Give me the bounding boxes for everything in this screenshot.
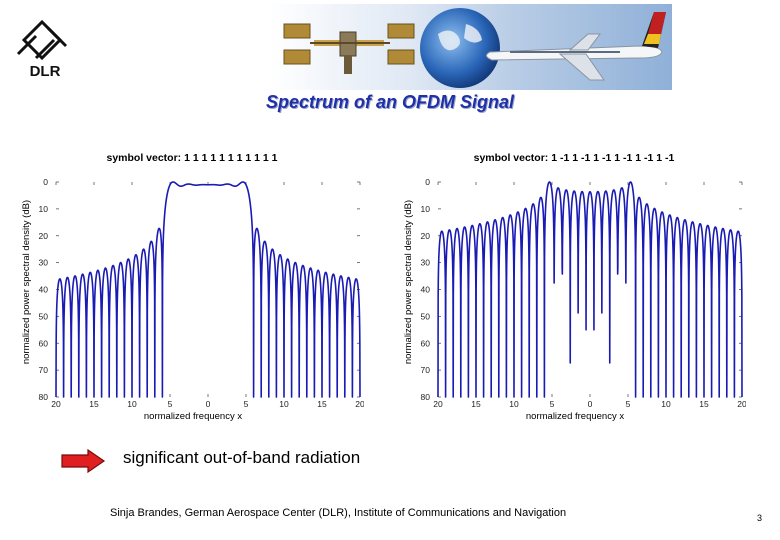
x-tick-label: 10 bbox=[509, 399, 519, 409]
y-tick-label: 50 bbox=[421, 311, 431, 321]
y-tick-label: 80 bbox=[421, 392, 431, 402]
dlr-logo: DLR bbox=[14, 14, 76, 80]
x-tick-label: 20 bbox=[737, 399, 746, 409]
x-tick-label: 10 bbox=[661, 399, 671, 409]
x-tick-label: 15 bbox=[89, 399, 99, 409]
dlr-logo-text: DLR bbox=[30, 63, 61, 80]
footer-text: Sinja Brandes, German Aerospace Center (… bbox=[110, 507, 567, 519]
x-tick-label: 10 bbox=[127, 399, 137, 409]
y-tick-label: 60 bbox=[39, 338, 49, 348]
y-tick-label: 0 bbox=[43, 177, 48, 187]
spectrum-line bbox=[437, 181, 743, 398]
red-arrow-icon bbox=[61, 449, 106, 473]
y-axis-label: normalized power spectral density (dB) bbox=[21, 200, 32, 364]
y-tick-label: 10 bbox=[421, 204, 431, 214]
x-tick-label: 0 bbox=[588, 399, 593, 409]
y-tick-label: 40 bbox=[39, 285, 49, 295]
page-number: 3 bbox=[756, 513, 762, 523]
x-tick-label: 20 bbox=[51, 399, 61, 409]
chart-title: symbol vector: 1 1 1 1 1 1 1 1 1 1 1 bbox=[106, 152, 277, 164]
x-tick-label: 5 bbox=[550, 399, 555, 409]
y-tick-label: 70 bbox=[421, 365, 431, 375]
y-tick-label: 60 bbox=[421, 338, 431, 348]
y-tick-label: 30 bbox=[39, 258, 49, 268]
y-tick-label: 10 bbox=[39, 204, 49, 214]
x-axis-label: normalized frequency x bbox=[144, 411, 242, 422]
spectrum-line bbox=[55, 181, 361, 398]
x-tick-label: 15 bbox=[699, 399, 709, 409]
x-tick-label: 20 bbox=[355, 399, 364, 409]
x-tick-label: 0 bbox=[206, 399, 211, 409]
spectrum-chart-alternating: symbol vector: 1 -1 1 -1 1 -1 1 -1 1 -1 … bbox=[403, 152, 746, 422]
y-tick-label: 40 bbox=[421, 285, 431, 295]
y-tick-label: 50 bbox=[39, 311, 49, 321]
x-tick-label: 15 bbox=[317, 399, 327, 409]
y-tick-label: 70 bbox=[39, 365, 49, 375]
x-tick-label: 5 bbox=[244, 399, 249, 409]
y-tick-label: 0 bbox=[425, 177, 430, 187]
dlr-logo-mark: DLR bbox=[16, 19, 68, 80]
y-tick-label: 30 bbox=[421, 258, 431, 268]
x-tick-label: 5 bbox=[626, 399, 631, 409]
slide-title: Spectrum of an OFDM Signal bbox=[265, 92, 515, 112]
y-tick-label: 80 bbox=[39, 392, 49, 402]
x-tick-label: 10 bbox=[279, 399, 289, 409]
spectrum-chart-all-ones: symbol vector: 1 1 1 1 1 1 1 1 1 1 1 0 10… bbox=[21, 152, 364, 422]
aircraft-illustration bbox=[486, 12, 666, 81]
x-tick-label: 20 bbox=[433, 399, 443, 409]
y-tick-label: 20 bbox=[421, 231, 431, 241]
y-axis-label: normalized power spectral density (dB) bbox=[403, 200, 414, 364]
header-banner bbox=[270, 4, 672, 90]
y-tick-label: 20 bbox=[39, 231, 49, 241]
x-axis-label: normalized frequency x bbox=[526, 411, 624, 422]
x-tick-label: 15 bbox=[471, 399, 481, 409]
x-tick-label: 5 bbox=[168, 399, 173, 409]
space-station-illustration bbox=[283, 23, 415, 74]
earth-globe-illustration bbox=[420, 8, 500, 88]
chart-title: symbol vector: 1 -1 1 -1 1 -1 1 -1 1 -1 … bbox=[474, 152, 675, 164]
annotation-text: significant out-of-band radiation bbox=[123, 448, 361, 467]
